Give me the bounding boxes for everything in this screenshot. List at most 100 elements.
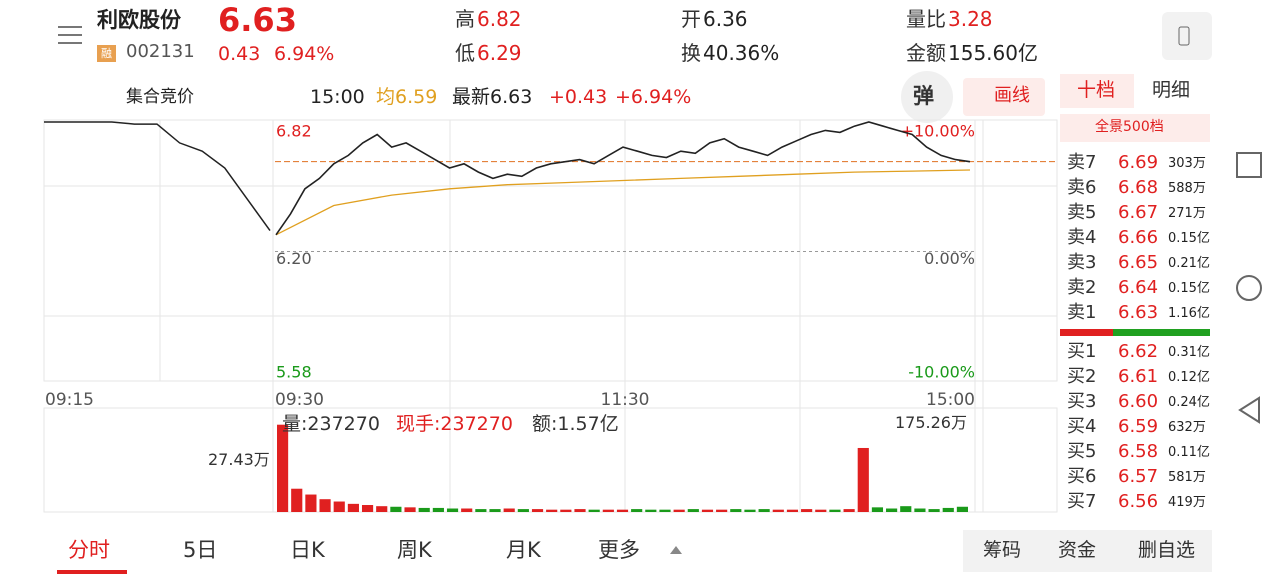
x-tick-label: 15:00 [926, 390, 975, 410]
book-label: 卖5 [1067, 202, 1097, 223]
volume-bar [801, 509, 813, 512]
volume-bar [786, 509, 799, 512]
volume-bar [277, 424, 289, 512]
volume-bar [914, 508, 926, 512]
book-volume: 0.24亿 [1168, 395, 1210, 410]
book-price: 6.58 [1118, 441, 1159, 462]
device-button[interactable] [1162, 12, 1212, 60]
pct-label: 0.00% [924, 249, 975, 268]
book-price: 6.67 [1118, 202, 1159, 223]
bottom-button[interactable]: 资金 [1058, 539, 1097, 561]
volume-bar [404, 507, 416, 512]
bottom-tab[interactable]: 分时 [68, 538, 110, 562]
volume-bar [772, 509, 784, 512]
volume-bar [602, 509, 614, 512]
book-tab[interactable]: 明细 [1152, 79, 1191, 101]
volume-bar [475, 509, 487, 512]
book-label: 买1 [1067, 341, 1097, 362]
book-volume: 0.11亿 [1168, 445, 1210, 460]
bottom-tab[interactable]: 月K [506, 538, 541, 562]
book-price: 6.63 [1118, 302, 1159, 323]
volume-label: 量:237270 [282, 413, 380, 435]
premarket-volume: 27.43万 [208, 450, 270, 469]
x-tick-label: 09:30 [275, 390, 324, 410]
bottom-tab[interactable]: 日K [290, 538, 325, 562]
bottom-tab[interactable]: 周K [397, 538, 432, 562]
stat-label: 低 [455, 41, 475, 65]
volume-bar [560, 509, 572, 512]
bottom-button[interactable]: 删自选 [1138, 539, 1196, 561]
book-volume: 303万 [1168, 156, 1206, 171]
volume-max: 175.26万 [895, 413, 967, 432]
book-label: 卖2 [1067, 277, 1097, 298]
volume-bar [886, 508, 898, 512]
auction-label: 集合竞价 [126, 87, 194, 107]
volume-bar [631, 509, 643, 512]
volume-bar [461, 508, 473, 512]
stat-label: 量比 [906, 7, 946, 31]
bottom-tab[interactable]: 5日 [183, 538, 218, 562]
book-label: 卖3 [1067, 252, 1097, 273]
book-label: 买3 [1067, 391, 1097, 412]
stat-value: 6.36 [703, 7, 748, 31]
stat-value: 155.60亿 [948, 41, 1038, 65]
book-tab[interactable]: 十档 [1077, 79, 1116, 101]
book-volume: 271万 [1168, 206, 1206, 221]
volume-bar [546, 509, 558, 512]
book-price: 6.66 [1118, 227, 1159, 248]
volume-bar [616, 509, 629, 512]
volume-bar [446, 508, 459, 512]
volume-bar [645, 509, 657, 512]
book-volume: 0.31亿 [1168, 345, 1210, 360]
bottom-buttons-bg [963, 530, 1212, 572]
volume-bar [333, 501, 345, 512]
volume-bar [319, 499, 331, 512]
book-label: 买2 [1067, 366, 1097, 387]
pct-label: +10.00% [901, 122, 975, 141]
time: 15:00 [310, 86, 365, 108]
popup-button[interactable]: 弹 [913, 84, 934, 108]
draw-button[interactable]: 画线 [994, 85, 1030, 106]
latest-value: 6.63 [490, 86, 533, 108]
volume-bar [376, 506, 388, 512]
volume-bar [956, 506, 968, 512]
volume-bar [489, 509, 501, 512]
bottom-tab[interactable]: 更多 [598, 538, 640, 562]
draw-button-bg [963, 78, 1045, 116]
volume-bar [857, 447, 869, 512]
amount-label: 额:1.57亿 [532, 413, 619, 435]
stat-label: 金额 [906, 41, 946, 65]
book-price: 6.64 [1118, 277, 1159, 298]
menu-icon[interactable] [58, 26, 82, 44]
premarket-line [44, 121, 271, 232]
series-line [275, 169, 971, 236]
more-arrow[interactable] [670, 546, 682, 554]
x-tick-label: 11:30 [601, 390, 650, 410]
volume-bar [758, 509, 770, 512]
volume-bar [701, 509, 714, 512]
volume-bar [418, 507, 430, 512]
book-label: 买4 [1067, 416, 1097, 437]
volume-bar [744, 509, 756, 512]
volume-bar [829, 509, 841, 512]
y-tick-label: 6.82 [276, 122, 312, 141]
book-volume: 0.12亿 [1168, 370, 1210, 385]
nav-recent[interactable] [1236, 152, 1262, 178]
book-price: 6.61 [1118, 366, 1159, 387]
volume-bar [574, 509, 586, 512]
nav-back[interactable] [1238, 396, 1260, 424]
volume-bar [347, 503, 359, 512]
x-tick-label: 09:15 [45, 390, 94, 410]
volume-bar [588, 509, 600, 512]
volume-bar [517, 509, 529, 512]
bottom-button[interactable]: 筹码 [983, 539, 1022, 561]
nav-home[interactable] [1236, 275, 1262, 301]
book-price: 6.57 [1118, 466, 1159, 487]
book-volume: 1.16亿 [1168, 306, 1210, 321]
volume-bar [531, 509, 544, 512]
volume-bar [942, 507, 954, 512]
tab-active-bg [1060, 74, 1134, 108]
volume-bar [815, 509, 827, 512]
volume-bar [716, 509, 728, 512]
